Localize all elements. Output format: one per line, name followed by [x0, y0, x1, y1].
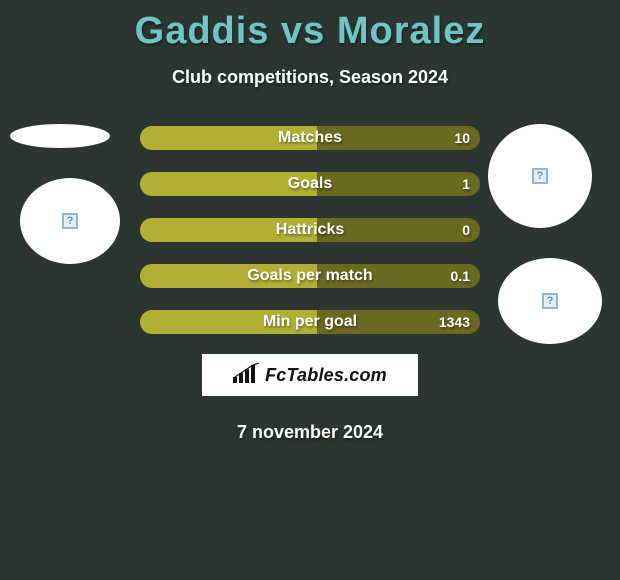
- stat-bar: Goals 1: [140, 172, 480, 196]
- stat-bar-value: 0: [462, 222, 470, 238]
- logo-box: FcTables.com: [202, 354, 418, 396]
- placeholder-icon: [532, 168, 548, 184]
- stat-bars: Matches 10 Goals 1 Hattricks 0 Goals per match…: [140, 126, 480, 356]
- avatar-left-bottom: [20, 178, 120, 264]
- stat-bar: Hattricks 0: [140, 218, 480, 242]
- page-date: 7 november 2024: [0, 422, 620, 443]
- stat-bar-label: Goals per match: [247, 267, 372, 285]
- stat-bar-label: Goals: [288, 175, 332, 193]
- page-title: Gaddis vs Moralez: [0, 0, 620, 53]
- stat-bar: Matches 10: [140, 126, 480, 150]
- stat-bar-value: 0.1: [451, 268, 470, 284]
- stat-bar-label: Matches: [278, 129, 342, 147]
- avatar-right-top: [488, 124, 592, 228]
- stat-bar-value: 1: [462, 176, 470, 192]
- page-subtitle: Club competitions, Season 2024: [0, 67, 620, 88]
- stat-bar: Goals per match 0.1: [140, 264, 480, 288]
- stat-bar-value: 10: [454, 130, 470, 146]
- avatar-left-top: [10, 124, 110, 148]
- stat-bar-label: Min per goal: [263, 313, 357, 331]
- placeholder-icon: [542, 293, 558, 309]
- avatar-right-bottom: [498, 258, 602, 344]
- logo-text: FcTables.com: [265, 365, 387, 386]
- placeholder-icon: [62, 213, 78, 229]
- stat-bar-label: Hattricks: [276, 221, 344, 239]
- stat-bar: Min per goal 1343: [140, 310, 480, 334]
- stat-bar-value: 1343: [439, 314, 470, 330]
- logo-bars-icon: [233, 363, 261, 388]
